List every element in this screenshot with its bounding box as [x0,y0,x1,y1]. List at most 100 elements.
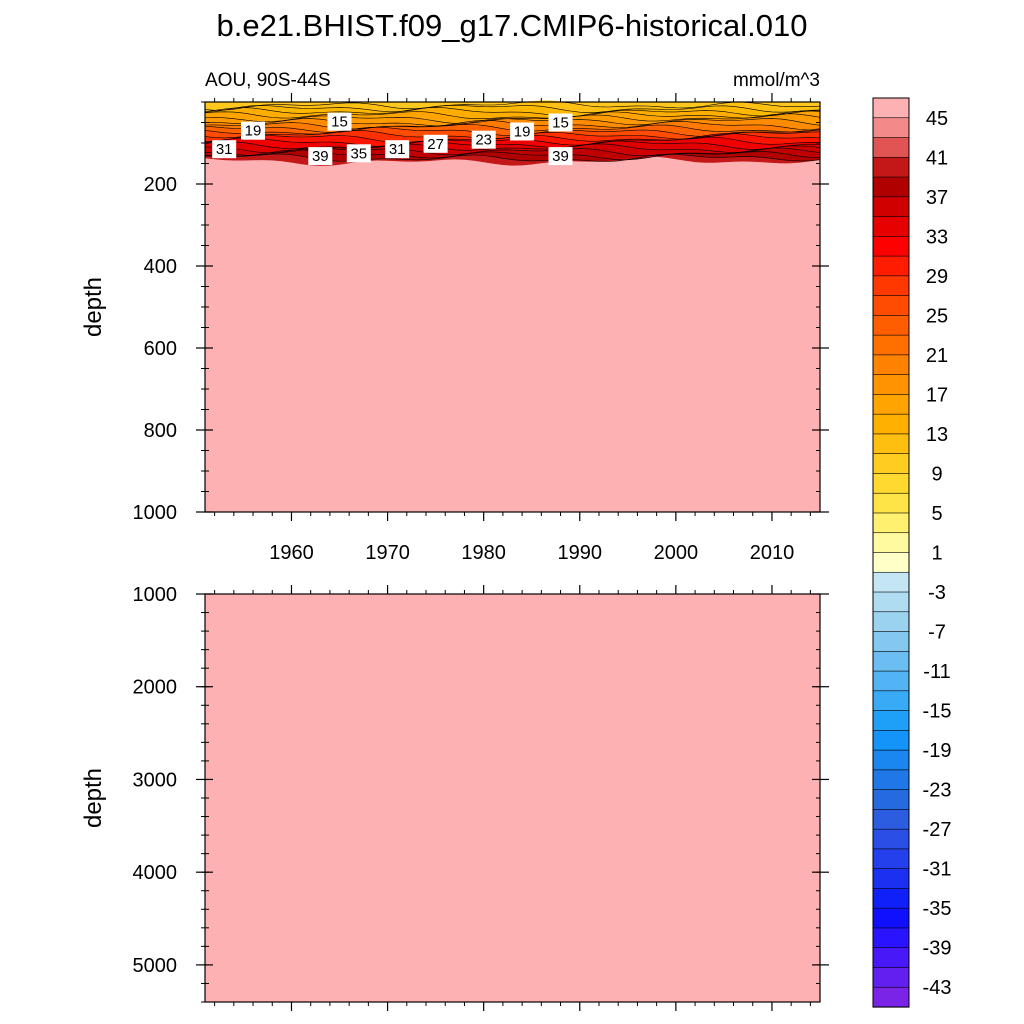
contour-label-text: 23 [475,132,492,149]
upper-contour-line [204,107,821,117]
upper-contour-band [205,107,820,119]
lower-panel: 1000 2000 3000 4000 5000 depth [80,584,829,1011]
y-tick-label: 800 [144,420,177,442]
colorbar-label: 29 [926,266,948,288]
colorbar-swatch [872,532,910,554]
colorbar-swatch [872,848,910,870]
y-tick-label: 2000 [133,677,178,699]
colorbar-label: -43 [923,977,952,999]
contour-label-box [212,140,237,159]
contour-label-box [385,140,410,159]
lower-panel-field [205,594,820,1002]
x-tick-label: 1990 [558,542,603,564]
x-tick-label: 2000 [654,542,699,564]
contour-label: 31 [385,140,410,159]
contour-label-box [471,130,496,149]
upper-y-ticks: 200 400 600 800 1000 [133,101,829,524]
contour-label-box [548,113,573,132]
upper-contour-band [205,113,820,126]
colorbar-label: 13 [926,424,948,446]
y-tick-label: 1000 [133,584,178,606]
colorbar-label: -35 [923,898,952,920]
colorbar-swatch [872,413,910,435]
x-tick-label: 1960 [269,542,314,564]
colorbar-swatch [872,868,910,890]
colorbar-label: 17 [926,384,948,406]
colorbar-swatch [872,236,910,257]
colorbar-label: 37 [926,187,948,209]
colorbar-swatch [872,611,910,633]
contour-label-box [308,147,333,166]
contour-label: 39 [308,147,333,166]
y-tick-label: 600 [144,338,177,360]
upper-contour-line [204,143,821,154]
colorbar-swatch [872,730,910,751]
contour-label-box [241,121,265,140]
x-tick-label: 1980 [461,542,506,564]
colorbar-label: 25 [926,305,948,327]
contour-label-text: 15 [552,115,569,132]
colorbar-swatch [872,275,910,297]
upper-contour-line [204,147,821,157]
colorbar-swatch [872,828,910,850]
colorbar-swatch [872,571,910,593]
upper-contour-line [204,113,821,124]
x-tick-label: 1970 [365,542,410,564]
upper-contour-line [204,153,821,162]
colorbar-label: -19 [923,740,952,762]
contour-label-text: 39 [312,148,329,165]
colorbar-label: 21 [926,345,948,367]
colorbar-label: -27 [923,819,952,841]
contour-label: 31 [212,140,237,159]
contour-label-box [346,144,371,163]
contour-label-box [327,112,352,131]
upper-panel-field [205,102,820,512]
contour-label-text: 39 [552,148,569,165]
y-tick-label: 3000 [133,769,178,791]
colorbar-label: 5 [931,503,942,525]
contour-label: 39 [548,147,573,166]
contour-label-text: 19 [514,124,531,141]
contour-label-text: 15 [331,114,348,131]
colorbar-swatch [872,196,910,218]
colorbar-label: 45 [926,108,948,130]
colorbar-label: 1 [931,543,942,565]
colorbar-label: 33 [926,226,948,248]
colorbar-swatch [872,156,910,178]
colorbar-swatch [872,374,910,396]
lower-y-ticks: 1000 2000 3000 4000 5000 [133,584,829,1003]
right-subtitle: mmol/m^3 [733,70,820,91]
colorbar-label: -31 [923,859,952,881]
contour-label: 15 [327,112,352,131]
contour-label: 19 [241,121,265,140]
contour-label: 35 [346,144,371,163]
colorbar-label: -3 [928,582,946,604]
colorbar-swatch [872,650,910,672]
colorbar-swatch [872,176,910,198]
colorbar-swatch [872,552,910,573]
contour-label-text: 31 [216,141,233,158]
lower-x-ticks [214,585,811,1011]
contour-label: 19 [510,122,535,141]
contour-label-text: 19 [245,123,262,140]
upper-contour-line [204,149,821,161]
colorbar-swatch [872,473,910,494]
y-tick-label: 5000 [133,955,178,977]
colorbar-swatch [872,986,910,1008]
upper-contour-line [204,101,821,111]
upper-contour-band [205,141,820,154]
y-tick-label: 400 [144,256,177,278]
upper-contour-line [204,104,821,113]
upper-contour-band [205,102,820,113]
contour-label-box [423,134,448,153]
colorbar: 45 41 37 33 29 25 21 17 13 9 5 1 -3 -7 -11 -15 -19 -23 -27… [872,97,952,1008]
upper-contour-band [205,130,820,143]
contour-label-box [510,122,535,141]
colorbar-swatch [872,512,910,534]
lower-y-axis-label: depth [80,768,107,828]
colorbar-swatch [872,809,910,830]
colorbar-swatch [872,789,910,810]
colorbar-swatch [872,690,910,712]
colorbar-label: 9 [931,464,942,486]
y-tick-label: 200 [144,174,177,196]
